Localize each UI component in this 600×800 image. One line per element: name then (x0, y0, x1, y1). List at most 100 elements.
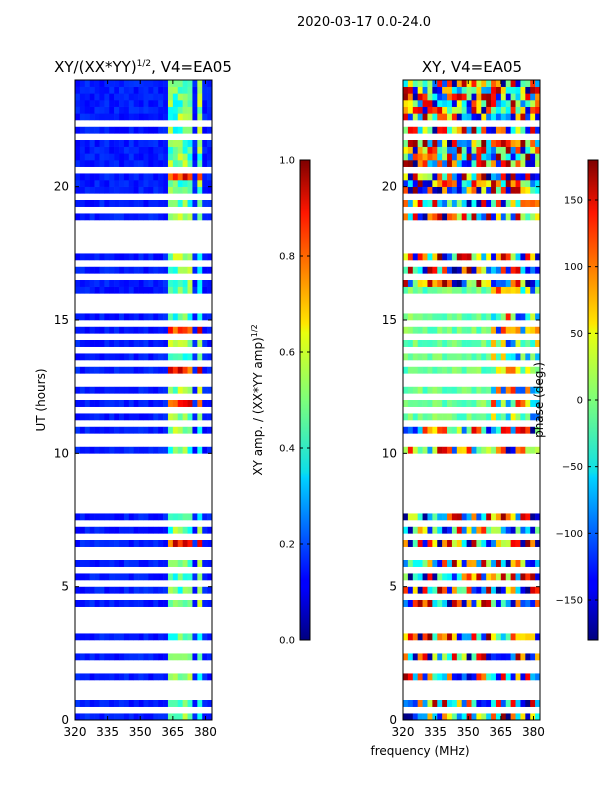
left-heat-cell (94, 253, 100, 261)
right-heat-cell (461, 426, 467, 434)
right-heat-cell (510, 173, 516, 181)
left-heat-cell (143, 253, 149, 261)
left-heat-cell (128, 286, 135, 294)
left-heat-cell (143, 540, 149, 547)
left-heat-cell (153, 200, 159, 207)
left-heat-cell (202, 713, 208, 721)
left-heat-cell (182, 573, 188, 581)
right-heat-cell (535, 113, 541, 121)
right-heat-cell (481, 266, 487, 274)
left-heat-cell (109, 200, 115, 207)
left-heat-cell (133, 86, 139, 94)
right-heat-cell (530, 180, 536, 187)
right-heat-cell (432, 586, 438, 594)
right-heat-cell (491, 146, 497, 154)
right-heat-cell (515, 653, 521, 661)
right-heat-cell (417, 426, 423, 434)
right-heat-cell (403, 586, 409, 594)
left-heat-cell (158, 113, 164, 121)
left-heat-cell (99, 140, 105, 147)
left-heat-cell (158, 106, 164, 114)
left-heat-cell (163, 146, 169, 154)
left-heat-cell (109, 600, 115, 607)
left-heat-cell (133, 186, 139, 194)
right-heat-cell (451, 586, 458, 594)
left-heat-cell (109, 106, 115, 114)
left-heat-cell (99, 573, 105, 581)
left-heat-cell (172, 560, 179, 567)
left-heat-cell (172, 673, 179, 681)
left-heat-cell (104, 153, 110, 161)
left-heat-cell (177, 180, 183, 187)
left-blank-row (75, 246, 212, 254)
left-heat-cell (163, 426, 169, 434)
right-heat-cell (481, 386, 487, 394)
left-heat-cell (94, 286, 100, 294)
left-heat-cell (94, 153, 100, 161)
right-heat-cell (491, 113, 497, 121)
left-heat-cell (128, 633, 135, 641)
left-heat-cell (167, 366, 174, 374)
right-heat-cell (525, 366, 531, 374)
left-heat-cell (163, 633, 169, 641)
left-heat-cell (133, 340, 139, 347)
right-heat-cell (515, 200, 521, 207)
left-heat-cell (182, 326, 188, 334)
right-heat-cell (491, 173, 497, 181)
right-plot-frame (402, 79, 541, 721)
right-heat-cell (500, 326, 507, 334)
left-heat-cell (192, 700, 198, 707)
left-heat-cell (94, 586, 100, 594)
right-heat-cell (495, 700, 502, 707)
right-heat-cell (495, 446, 502, 454)
right-heat-cell (471, 540, 477, 547)
right-heat-cell (515, 140, 521, 147)
y-tick-label: 5 (389, 580, 397, 594)
left-heat-cell (207, 700, 213, 707)
right-heat-cell (412, 80, 418, 87)
left-heat-cell (99, 413, 105, 421)
right-heat-cell (466, 213, 472, 221)
left-heat-cell (104, 106, 110, 114)
left-heat-cell (109, 573, 115, 581)
right-heat-cell (525, 560, 531, 567)
left-heat-cell (207, 586, 213, 594)
right-heat-cell (437, 573, 443, 581)
left-heat-cell (143, 513, 149, 521)
left-heat-cell (84, 540, 90, 547)
left-heat-cell (109, 446, 115, 454)
right-blank-row (403, 220, 540, 227)
right-heat-cell (412, 426, 418, 434)
right-heat-cell (525, 80, 531, 87)
right-heat-cell (447, 653, 453, 661)
right-heat-cell (442, 313, 448, 321)
left-heat-cell (207, 200, 213, 207)
left-heat-cell (133, 526, 139, 534)
right-heat-cell (422, 386, 428, 394)
left-heat-cell (75, 573, 81, 581)
right-heat-cell (417, 280, 423, 287)
left-heat-cell (153, 126, 159, 134)
left-heat-cell (177, 200, 183, 207)
right-heat-cell (422, 560, 428, 567)
right-blank-row (403, 493, 540, 500)
left-heat-cell (182, 540, 188, 547)
right-heat-cell (417, 113, 423, 121)
left-heat-cell (123, 513, 130, 521)
left-heat-cell (89, 540, 95, 547)
left-heat-cell (177, 153, 183, 161)
right-heat-cell (530, 153, 536, 161)
left-heat-cell (143, 313, 149, 321)
right-heat-cell (461, 340, 467, 347)
right-heat-cell (491, 366, 497, 374)
right-heat-cell (437, 653, 443, 661)
left-heat-cell (75, 513, 81, 521)
left-heat-cell (133, 700, 139, 707)
left-heat-cell (138, 586, 144, 594)
left-heat-cell (158, 633, 164, 641)
left-heat-cell (197, 200, 203, 207)
left-heat-cell (119, 673, 125, 681)
x-tick-label: 320 (392, 725, 415, 739)
left-heat-cell (89, 280, 95, 287)
right-heat-cell (437, 280, 443, 287)
